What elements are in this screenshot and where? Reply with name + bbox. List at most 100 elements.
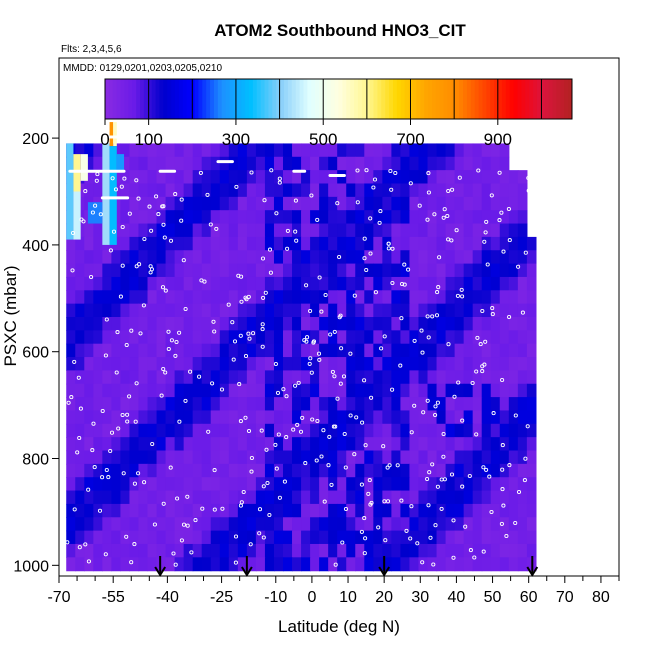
curtain-cell (373, 276, 383, 291)
curtain-cell (147, 410, 158, 425)
track-point (369, 395, 374, 400)
curtain-cell (490, 517, 501, 532)
curtain-cell (346, 370, 356, 385)
curtain-cell (183, 210, 194, 225)
curtain-cell (418, 450, 429, 465)
curtain-cell (111, 330, 122, 345)
curtain-cell (138, 370, 149, 385)
curtain-cell (346, 517, 356, 532)
track-point (449, 472, 455, 477)
curtain-cell (201, 543, 212, 558)
curtain-cell (445, 410, 456, 425)
curtain-cell (219, 463, 230, 478)
curtain-cell (337, 383, 347, 398)
track-point (171, 551, 176, 556)
track-point (150, 441, 155, 447)
track-point (163, 370, 168, 375)
curtain-cell (310, 263, 320, 278)
curtain-cell (382, 437, 392, 452)
track-point (300, 415, 305, 420)
track-point (284, 435, 289, 440)
curtain-cell (409, 450, 420, 465)
curtain-cell (472, 290, 483, 305)
curtain-cell (400, 143, 411, 158)
curtain-cell (490, 317, 501, 331)
curtain-cell (364, 503, 374, 518)
curtain-cell (246, 517, 257, 532)
curtain-cell (418, 156, 429, 171)
curtain-cell (165, 290, 176, 305)
curtain-cell (273, 183, 284, 198)
track-point (295, 422, 300, 427)
track-point (489, 193, 494, 198)
curtain-cell (373, 423, 383, 438)
curtain-cell (355, 250, 365, 265)
curtain-cell (84, 463, 94, 478)
curtain-cell (436, 423, 447, 438)
curtain-cell (228, 196, 239, 211)
curtain-cell (84, 183, 94, 198)
curtain-cell (400, 343, 411, 358)
curtain-cell (201, 303, 212, 318)
curtain-cell (129, 170, 140, 185)
curtain-cell (436, 223, 447, 238)
curtain-cell (445, 330, 456, 345)
curtain-cell (436, 303, 447, 318)
curtain-cell (255, 156, 266, 171)
track-point (226, 302, 231, 307)
curtain-cell (129, 196, 140, 211)
curtain-cell (400, 517, 411, 532)
track-point (441, 215, 446, 220)
colorbar-swatch (252, 79, 258, 119)
curtain-cell (490, 303, 501, 318)
curtain-cell (463, 143, 474, 158)
curtain-cell (292, 290, 302, 305)
colorbar-swatch (272, 79, 277, 119)
curtain-cell (156, 210, 167, 225)
curtain-cell (346, 357, 356, 371)
colorbar-swatch (155, 79, 160, 119)
track-point (183, 398, 188, 403)
curtain-cell (310, 343, 320, 358)
curtain-cell (481, 143, 492, 158)
track-point (90, 448, 95, 453)
curtain-cell (472, 143, 483, 158)
track-point (355, 168, 360, 173)
x-tick-label: 60 (520, 589, 538, 606)
curtain-cell (445, 503, 456, 518)
curtain-cell (319, 236, 329, 251)
high-value-cell (73, 154, 81, 192)
track-point (335, 201, 340, 206)
curtain-cell (273, 383, 284, 398)
curtain-cell (445, 423, 456, 438)
curtain-cell (364, 410, 374, 425)
curtain-cell (147, 517, 158, 532)
track-point (177, 419, 182, 424)
curtain-cell (400, 370, 411, 385)
curtain-cell (174, 423, 185, 438)
curtain-cell (75, 357, 85, 371)
curtain-cell (292, 543, 302, 558)
curtain-cell (192, 423, 203, 438)
curtain-cell (481, 557, 492, 572)
curtain-cell (481, 490, 492, 505)
curtain-cell (183, 276, 194, 291)
curtain-cell (165, 357, 176, 371)
colorbar-swatch (241, 79, 246, 119)
colorbar-swatch (311, 79, 316, 119)
curtain-cell (373, 357, 383, 371)
curtain-cell (66, 276, 76, 291)
track-point (480, 369, 485, 374)
curtain-cell (337, 450, 347, 465)
curtain-cell (517, 196, 528, 211)
curtain-cell (102, 397, 112, 412)
curtain-cell (237, 383, 248, 398)
curtain-cell (301, 450, 311, 465)
track-point (341, 374, 347, 379)
curtain-cell (373, 196, 383, 211)
curtain-cell (255, 236, 266, 251)
curtain-cell (301, 143, 311, 158)
curtain-cell (264, 143, 275, 158)
curtain-cell (93, 263, 103, 278)
curtain-cell (129, 477, 140, 492)
